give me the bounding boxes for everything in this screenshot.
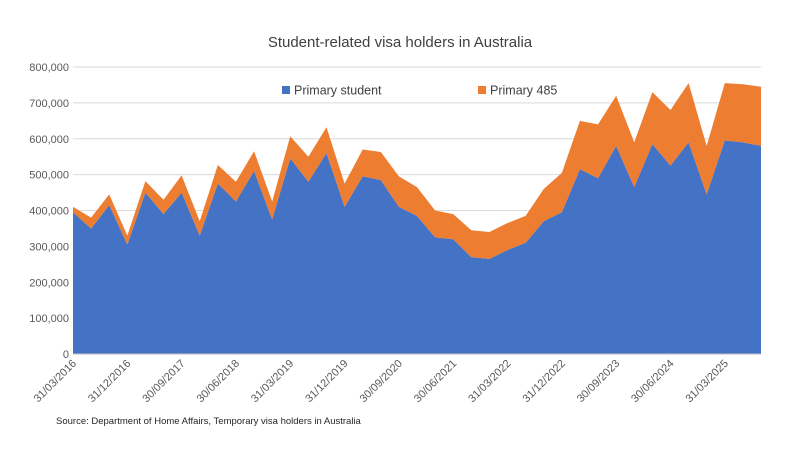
y-tick-label: 0 <box>63 349 69 361</box>
series-area-primary-student <box>73 140 761 354</box>
y-tick-label: 300,000 <box>29 241 69 253</box>
x-tick-label: 31/12/2022 <box>521 358 568 405</box>
x-tick-label: 31/03/2022 <box>466 358 513 405</box>
y-tick-label: 500,000 <box>29 170 69 182</box>
x-tick-label: 31/03/2016 <box>32 358 79 405</box>
x-tick-label: 30/09/2023 <box>575 358 622 405</box>
x-tick-label: 30/06/2018 <box>195 358 242 405</box>
y-tick-label: 200,000 <box>29 277 69 289</box>
y-tick-label: 400,000 <box>29 206 69 218</box>
legend: Primary student Primary 485 <box>282 84 557 98</box>
chart-title: Student-related visa holders in Australi… <box>267 34 533 51</box>
legend-label: Primary 485 <box>490 84 557 98</box>
y-tick-label: 600,000 <box>29 134 69 146</box>
legend-label: Primary student <box>294 84 382 98</box>
x-tick-label: 31/12/2019 <box>303 358 350 405</box>
x-tick-label: 30/09/2017 <box>140 358 187 405</box>
source-note: Source: Department of Home Affairs, Temp… <box>56 416 361 427</box>
legend-swatch <box>478 86 486 94</box>
y-tick-label: 100,000 <box>29 313 69 325</box>
y-tick-label: 700,000 <box>29 98 69 110</box>
x-axis: 31/03/2016 31/12/2016 30/09/2017 30/06/2018… <box>32 353 761 405</box>
legend-swatch <box>282 86 290 94</box>
series-areas <box>73 83 761 354</box>
x-tick-label: 31/03/2025 <box>683 358 730 405</box>
x-tick-label: 30/06/2024 <box>629 358 676 405</box>
y-axis: 0 100,000 200,000 300,000 400,000 500,000 600,… <box>29 62 69 361</box>
x-tick-label: 31/03/2019 <box>249 358 296 405</box>
y-tick-label: 800,000 <box>29 62 69 74</box>
x-tick-label: 31/12/2016 <box>86 358 133 405</box>
x-tick-label: 30/09/2020 <box>358 358 405 405</box>
x-tick-label: 30/06/2021 <box>412 358 459 405</box>
series-area-primary-485 <box>73 83 761 259</box>
